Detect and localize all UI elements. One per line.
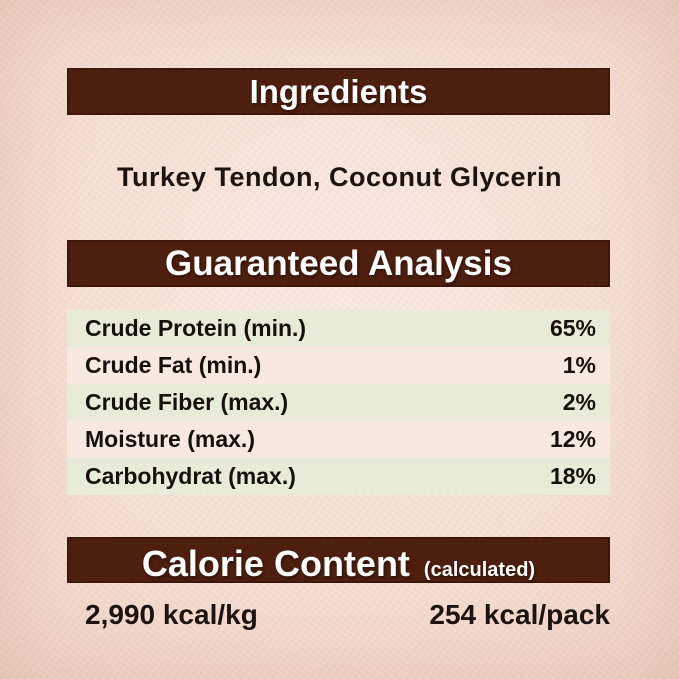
ingredients-header-bar: Ingredients: [67, 68, 610, 115]
table-row: Crude Fat (min.) 1%: [67, 347, 610, 384]
guaranteed-analysis-table: Crude Protein (min.) 65% Crude Fat (min.…: [67, 310, 610, 495]
guaranteed-analysis-title: Guaranteed Analysis: [165, 243, 512, 283]
nutrient-label: Crude Protein (min.): [85, 315, 307, 341]
nutrient-value: 2%: [562, 389, 596, 415]
nutrient-label: Moisture (max.): [85, 426, 255, 452]
calories-per-kg: 2,990 kcal/kg: [85, 599, 258, 630]
nutrient-value: 65%: [549, 315, 596, 341]
table-row: Crude Fiber (max.) 2%: [67, 384, 610, 421]
calorie-content-title: Calorie Content: [141, 543, 410, 584]
ingredients-list: Turkey Tendon, Coconut Glycerin: [116, 162, 563, 192]
nutrient-value: 18%: [549, 463, 596, 489]
calorie-values-row: 2,990 kcal/kg 254 kcal/pack: [67, 599, 610, 631]
nutrient-label: Crude Fiber (max.): [85, 389, 289, 415]
nutrient-value: 1%: [562, 352, 596, 378]
table-row: Crude Protein (min.) 65%: [67, 310, 610, 347]
calorie-content-subtitle: (calculated): [423, 559, 536, 581]
nutrient-value: 12%: [549, 426, 596, 452]
guaranteed-analysis-header-bar: Guaranteed Analysis: [67, 240, 610, 287]
ingredients-title: Ingredients: [249, 72, 428, 110]
nutrient-label: Carbohydrat (max.): [85, 463, 296, 489]
calories-per-pack: 254 kcal/pack: [429, 599, 610, 630]
calorie-content-header-bar: Calorie Content (calculated): [67, 537, 610, 584]
table-row: Carbohydrat (max.) 18%: [67, 458, 610, 495]
nutrient-label: Crude Fat (min.): [85, 352, 262, 378]
table-row: Moisture (max.) 12%: [67, 421, 610, 458]
